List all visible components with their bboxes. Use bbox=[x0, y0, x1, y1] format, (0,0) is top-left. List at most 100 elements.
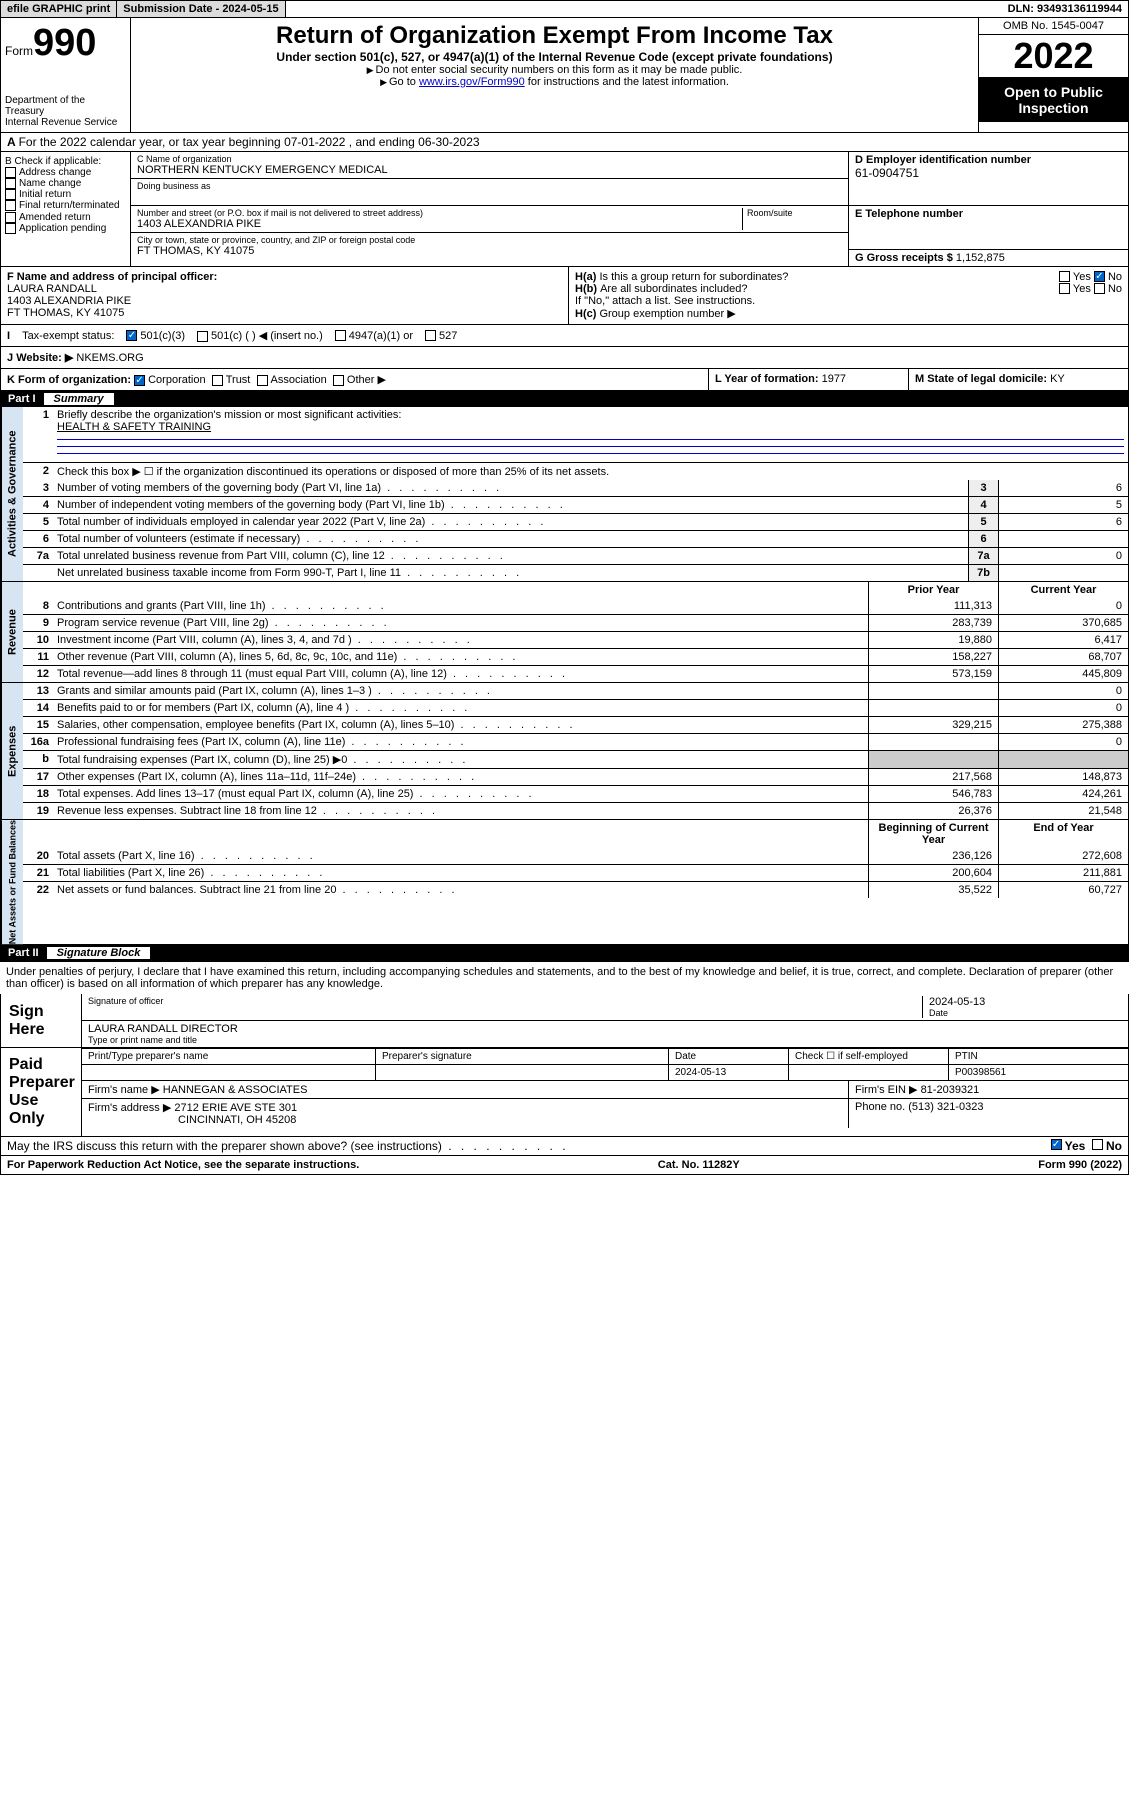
paid-preparer: Paid Preparer Use Only Print/Type prepar… bbox=[0, 1048, 1129, 1137]
hc-label: Group exemption number ▶ bbox=[599, 308, 735, 320]
efile-btn[interactable]: efile GRAPHIC print bbox=[1, 1, 117, 17]
cb-pending[interactable]: Application pending bbox=[19, 223, 106, 234]
city: FT THOMAS, KY 41075 bbox=[137, 245, 842, 257]
sign-here: Sign Here bbox=[1, 994, 81, 1047]
declaration: Under penalties of perjury, I declare th… bbox=[0, 961, 1129, 994]
paid-title: Paid Preparer Use Only bbox=[1, 1048, 81, 1136]
omb-number: OMB No. 1545-0047 bbox=[979, 18, 1128, 35]
gross-receipts: 1,152,875 bbox=[956, 252, 1005, 264]
f-label: F Name and address of principal officer: bbox=[7, 271, 562, 283]
summary-revenue: Revenue Prior Year Current Year 8Contrib… bbox=[0, 582, 1129, 683]
ha-label: Is this a group return for subordinates? bbox=[599, 271, 1058, 283]
city-label: City or town, state or province, country… bbox=[137, 235, 842, 245]
hb-yes[interactable] bbox=[1059, 283, 1070, 294]
discuss-yes[interactable] bbox=[1051, 1139, 1062, 1150]
part2-header: Part IISignature Block bbox=[0, 945, 1129, 961]
date-label: Date bbox=[929, 1008, 1122, 1018]
org-name: NORTHERN KENTUCKY EMERGENCY MEDICAL bbox=[137, 164, 842, 176]
form-number: Form990 bbox=[5, 22, 126, 65]
cb-address[interactable]: Address change bbox=[19, 167, 91, 178]
cb-501c3[interactable] bbox=[126, 330, 137, 341]
hdr-prior: Prior Year bbox=[868, 582, 998, 598]
vtab-netassets: Net Assets or Fund Balances bbox=[1, 820, 23, 944]
row-a-period: A For the 2022 calendar year, or tax yea… bbox=[0, 133, 1129, 152]
cb-501c[interactable] bbox=[197, 331, 208, 342]
dln: DLN: 93493136119944 bbox=[1002, 1, 1128, 17]
section-fh: F Name and address of principal officer:… bbox=[0, 267, 1129, 325]
firm-addr2: CINCINNATI, OH 45208 bbox=[178, 1114, 296, 1126]
inspection-badge: Open to Public Inspection bbox=[979, 78, 1128, 122]
form-header: Form990 Department of the Treasury Inter… bbox=[0, 18, 1129, 133]
form-ref: Form 990 (2022) bbox=[1038, 1159, 1122, 1171]
d-label: D Employer identification number bbox=[855, 154, 1122, 166]
irs-link[interactable]: www.irs.gov/Form990 bbox=[419, 76, 525, 88]
ha-yes[interactable] bbox=[1059, 271, 1070, 282]
cb-name[interactable]: Name change bbox=[19, 178, 81, 189]
firm-addr1: 2712 ERIE AVE STE 301 bbox=[174, 1102, 297, 1114]
vtab-governance: Activities & Governance bbox=[1, 407, 23, 581]
dept-label: Department of the Treasury bbox=[5, 95, 126, 117]
paperwork-notice: For Paperwork Reduction Act Notice, see … bbox=[7, 1159, 359, 1171]
sign-date: 2024-05-13 bbox=[929, 996, 1122, 1008]
cb-4947[interactable] bbox=[335, 330, 346, 341]
cb-trust[interactable] bbox=[212, 375, 223, 386]
hb-note: If "No," attach a list. See instructions… bbox=[575, 295, 1122, 307]
discuss-no[interactable] bbox=[1092, 1139, 1103, 1150]
street: 1403 ALEXANDRIA PIKE bbox=[137, 218, 742, 230]
mission-label: Briefly describe the organization's miss… bbox=[57, 409, 401, 421]
signer-name: LAURA RANDALL DIRECTOR bbox=[88, 1023, 1122, 1035]
cb-assoc[interactable] bbox=[257, 375, 268, 386]
ein: 61-0904751 bbox=[855, 166, 1122, 180]
b-label: B Check if applicable: bbox=[5, 156, 126, 167]
tax-year: 2022 bbox=[979, 35, 1128, 78]
sig-label: Signature of officer bbox=[88, 996, 922, 1006]
room-label: Room/suite bbox=[747, 208, 842, 218]
cb-corp[interactable] bbox=[134, 375, 145, 386]
row-i: ITax-exempt status: 501(c)(3) 501(c) ( )… bbox=[0, 325, 1129, 347]
officer-name: LAURA RANDALL bbox=[7, 283, 562, 295]
row-j: J Website: ▶ NKEMS.ORG bbox=[0, 347, 1129, 369]
section-bcdeg: B Check if applicable: Address change Na… bbox=[0, 152, 1129, 267]
cb-initial[interactable]: Initial return bbox=[19, 189, 71, 200]
hb-no[interactable] bbox=[1094, 283, 1105, 294]
hb-label: Are all subordinates included? bbox=[600, 283, 1059, 295]
mission-text: HEALTH & SAFETY TRAINING bbox=[57, 421, 211, 433]
street-label: Number and street (or P.O. box if mail i… bbox=[137, 208, 742, 218]
firm-name: HANNEGAN & ASSOCIATES bbox=[163, 1084, 308, 1096]
officer-street: 1403 ALEXANDRIA PIKE bbox=[7, 295, 562, 307]
cb-final[interactable]: Final return/terminated bbox=[19, 201, 120, 212]
part1-header: Part ISummary bbox=[0, 391, 1129, 407]
cb-other[interactable] bbox=[333, 375, 344, 386]
cat-no: Cat. No. 11282Y bbox=[658, 1159, 740, 1171]
ha-no[interactable] bbox=[1094, 271, 1105, 282]
summary-expenses: Expenses 13Grants and similar amounts pa… bbox=[0, 683, 1129, 820]
e-label: E Telephone number bbox=[855, 208, 1122, 220]
paid-header-row: Print/Type preparer's namePreparer's sig… bbox=[82, 1048, 1128, 1064]
year-formed: 1977 bbox=[822, 373, 846, 385]
i-label: Tax-exempt status: bbox=[22, 330, 114, 342]
discuss-row: May the IRS discuss this return with the… bbox=[0, 1137, 1129, 1156]
k-label: K Form of organization: bbox=[7, 374, 131, 386]
hdr-end: End of Year bbox=[998, 820, 1128, 848]
top-bar: efile GRAPHIC print Submission Date - 20… bbox=[0, 0, 1129, 18]
summary-governance: Activities & Governance 1 Briefly descri… bbox=[0, 407, 1129, 582]
row-klm: K Form of organization: Corporation Trus… bbox=[0, 369, 1129, 391]
cb-amended[interactable]: Amended return bbox=[19, 212, 91, 223]
name-label: Type or print name and title bbox=[88, 1035, 1122, 1045]
g-label: G Gross receipts $ bbox=[855, 252, 953, 264]
submission-date: Submission Date - 2024-05-15 bbox=[117, 1, 285, 17]
irs-label: Internal Revenue Service bbox=[5, 117, 126, 128]
paid-row1: 2024-05-13P00398561 bbox=[82, 1064, 1128, 1080]
form-title: Return of Organization Exempt From Incom… bbox=[135, 22, 974, 50]
firm-ein: 81-2039321 bbox=[921, 1084, 980, 1096]
vtab-revenue: Revenue bbox=[1, 582, 23, 682]
form-subtitle: Under section 501(c), 527, or 4947(a)(1)… bbox=[135, 50, 974, 64]
c-name-label: C Name of organization bbox=[137, 154, 842, 164]
dba-label: Doing business as bbox=[137, 181, 842, 191]
website: NKEMS.ORG bbox=[76, 352, 143, 364]
hdr-begin: Beginning of Current Year bbox=[868, 820, 998, 848]
cb-527[interactable] bbox=[425, 330, 436, 341]
ssn-note: Do not enter social security numbers on … bbox=[135, 64, 974, 76]
line2: Check this box ▶ ☐ if the organization d… bbox=[53, 463, 1128, 480]
link-note: Go to www.irs.gov/Form990 for instructio… bbox=[135, 76, 974, 88]
